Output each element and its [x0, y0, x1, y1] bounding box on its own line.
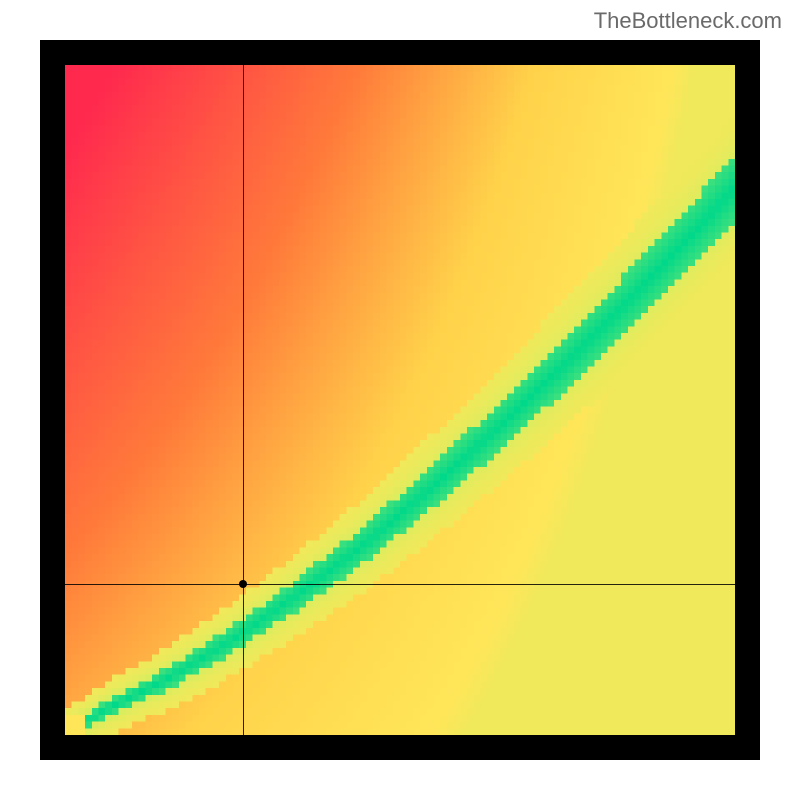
plot-area — [65, 65, 735, 735]
plot-frame — [40, 40, 760, 760]
heatmap-canvas — [65, 65, 735, 735]
watermark-label: TheBottleneck.com — [594, 8, 782, 34]
crosshair-horizontal — [65, 584, 735, 585]
crosshair-vertical — [243, 65, 244, 735]
crosshair-dot — [239, 580, 247, 588]
root: TheBottleneck.com — [0, 0, 800, 800]
